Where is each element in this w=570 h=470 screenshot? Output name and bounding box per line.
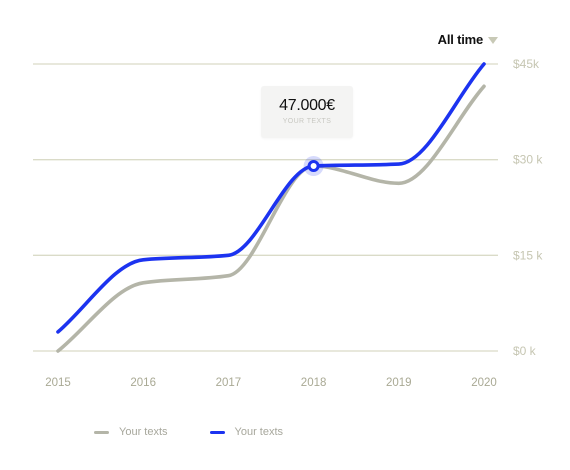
grid-lines	[33, 63, 498, 352]
y-axis-ticks: $0 k $15 k $30 k $45k	[513, 57, 543, 358]
x-axis-ticks: 2015 2016 2017 2018 2019 2020	[45, 377, 497, 389]
triangle-down-icon	[488, 36, 498, 44]
legend-label: Your texts	[234, 426, 284, 438]
y-tick-label: $0 k	[513, 344, 537, 358]
series-lines	[56, 62, 486, 353]
x-tick-label: 2019	[386, 377, 412, 389]
chart-legend: Your texts Your texts	[94, 426, 283, 438]
tooltip-value: 47.000€	[279, 97, 335, 114]
time-range-label: All time	[437, 32, 484, 47]
legend-item-gray-series[interactable]: Your texts	[94, 426, 168, 438]
highlight-marker[interactable]	[303, 156, 324, 177]
x-tick-label: 2016	[130, 377, 156, 389]
legend-label: Your texts	[119, 426, 168, 438]
value-tooltip: 47.000€ YOUR TEXTS	[261, 86, 353, 138]
x-tick-label: 2020	[471, 377, 497, 389]
legend-item-blue-series[interactable]: Your texts	[209, 426, 284, 438]
y-tick-label: $30 k	[513, 153, 543, 167]
y-tick-label: $45k	[513, 57, 540, 71]
y-tick-label: $15 k	[513, 248, 543, 262]
series-line-blue	[56, 62, 486, 334]
x-tick-label: 2015	[45, 377, 71, 389]
tooltip-label: YOUR TEXTS	[282, 118, 332, 125]
x-tick-label: 2017	[216, 377, 242, 389]
x-tick-label: 2018	[301, 377, 327, 389]
highlight-point[interactable]	[307, 160, 320, 173]
series-line-gray	[56, 84, 486, 353]
legend-swatch-gray	[94, 430, 109, 434]
legend-swatch-blue	[209, 430, 225, 434]
time-range-dropdown[interactable]: All time	[438, 32, 498, 47]
